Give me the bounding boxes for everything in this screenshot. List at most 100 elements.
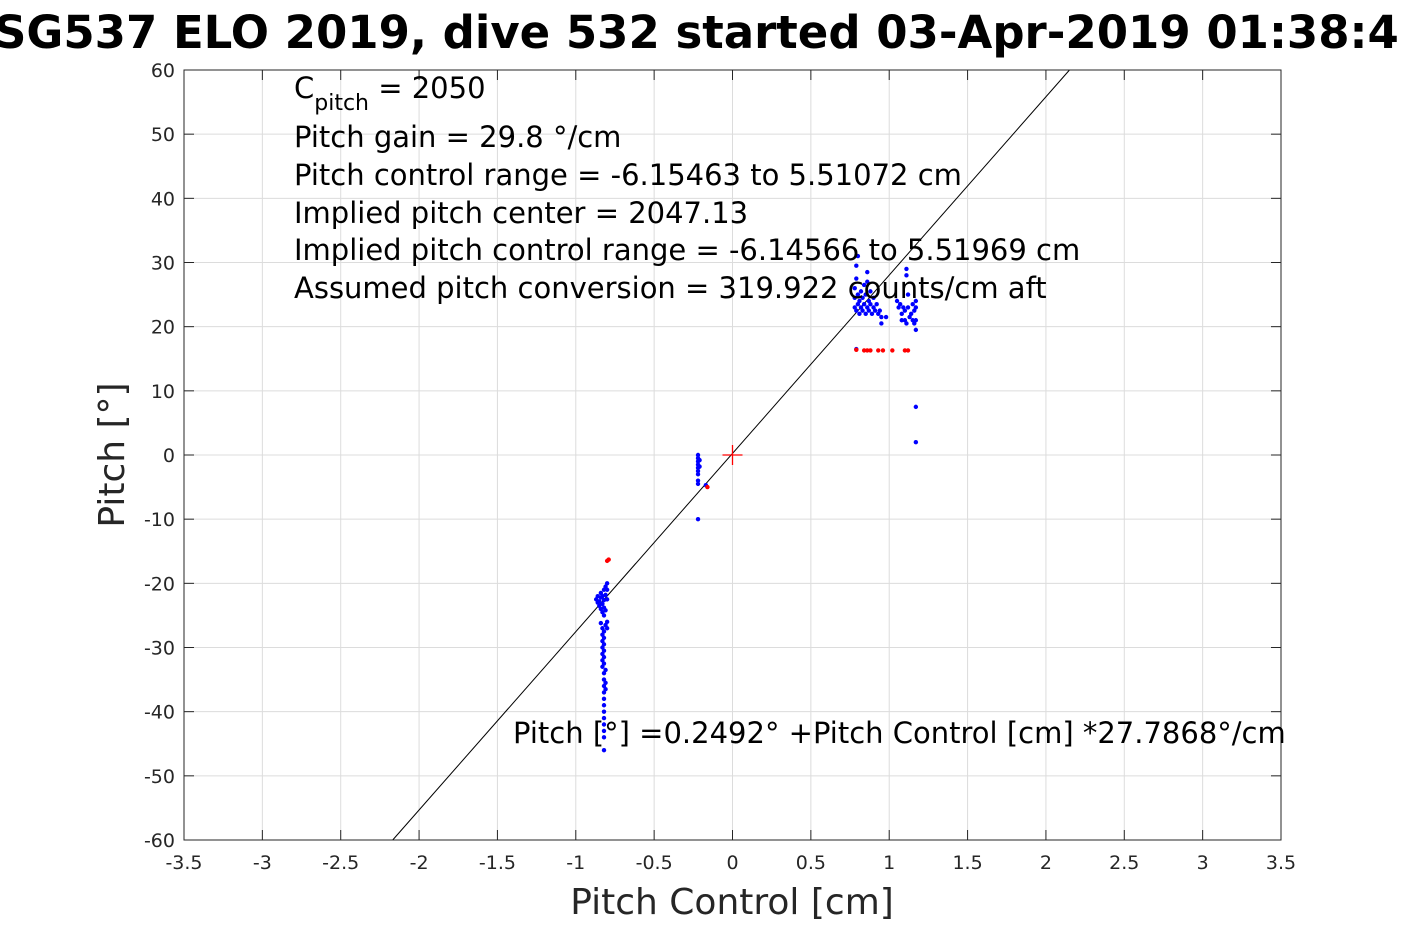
annotation-c-pitch: Cpitch = 2050 xyxy=(294,71,486,116)
data-point xyxy=(905,348,911,353)
scatter-points xyxy=(593,253,919,753)
data-point xyxy=(598,620,604,626)
data-point xyxy=(860,308,865,313)
x-tick-label: 2 xyxy=(1040,852,1052,874)
x-tick-label: -3 xyxy=(253,852,272,874)
data-point xyxy=(697,464,702,469)
data-point xyxy=(871,295,876,300)
data-point xyxy=(865,269,870,275)
annotation-line-pitch-gain: Pitch gain = 29.8 °/cm xyxy=(294,120,621,154)
data-point xyxy=(600,601,605,607)
data-point xyxy=(601,715,607,721)
data-point xyxy=(604,597,610,602)
data-point xyxy=(854,308,859,313)
data-point xyxy=(890,348,895,353)
y-axis-label: Pitch [°] xyxy=(92,382,133,527)
data-point xyxy=(902,348,908,353)
data-point xyxy=(601,613,607,618)
data-point xyxy=(601,722,607,727)
data-point xyxy=(913,439,919,445)
y-tick-label: 10 xyxy=(151,381,175,403)
data-point xyxy=(879,321,884,326)
data-point xyxy=(855,292,861,297)
data-point xyxy=(604,587,610,592)
data-point xyxy=(905,292,911,297)
data-point xyxy=(606,557,611,562)
data-point xyxy=(601,728,607,734)
data-point xyxy=(904,321,909,326)
data-point xyxy=(866,308,872,313)
data-point xyxy=(695,481,701,487)
y-tick-label: -10 xyxy=(144,509,175,531)
chart-title: SG537 ELO 2019, dive 532 started 03-Apr-… xyxy=(0,6,1399,59)
data-point xyxy=(597,599,602,604)
data-point xyxy=(905,305,911,310)
data-point xyxy=(857,311,862,317)
data-point xyxy=(852,285,857,291)
y-tick-label: 0 xyxy=(163,445,175,467)
y-tick-label: -50 xyxy=(144,766,175,788)
data-point xyxy=(601,747,607,753)
data-point xyxy=(601,696,607,702)
data-point xyxy=(861,302,867,307)
data-point xyxy=(865,348,870,353)
data-point xyxy=(868,348,873,353)
data-point xyxy=(902,308,908,313)
data-point xyxy=(869,311,875,317)
x-tick-label: 3 xyxy=(1197,852,1209,874)
data-point xyxy=(899,318,904,323)
y-tick-label: 50 xyxy=(151,124,175,146)
x-tick-label: 1 xyxy=(883,852,895,874)
data-point xyxy=(913,305,919,310)
data-point xyxy=(897,302,903,307)
x-tick-label: 1.5 xyxy=(952,852,982,874)
data-point xyxy=(883,314,889,320)
data-point xyxy=(913,298,919,304)
data-point xyxy=(601,709,607,714)
data-point xyxy=(854,347,859,352)
data-point xyxy=(861,282,867,288)
data-point xyxy=(603,592,608,598)
data-point xyxy=(865,279,870,284)
y-tick-label: 30 xyxy=(151,253,175,275)
data-point xyxy=(603,667,608,673)
data-point xyxy=(910,302,915,307)
y-tick-label: -60 xyxy=(144,830,175,852)
x-tick-label: 0.5 xyxy=(796,852,826,874)
x-tick-labels: -3.5 -3 -2.5 -2 -1.5 -1 -0.5 0 0.5 1 1.5 2 2.5 3 3.5 xyxy=(165,852,1296,874)
y-tick-label: -20 xyxy=(144,573,175,595)
x-tick-label: -2 xyxy=(410,852,429,874)
data-point xyxy=(601,735,607,740)
y-tick-label: -40 xyxy=(144,702,175,724)
fit-equation-label: Pitch [°] =0.2492° +Pitch Control [cm] *… xyxy=(513,716,1286,750)
data-point xyxy=(894,298,900,304)
annotation-line-implied-center: Implied pitch center = 2047.13 xyxy=(294,196,748,230)
data-point xyxy=(697,457,702,463)
annotation-line-control-range: Pitch control range = -6.15463 to 5.5107… xyxy=(294,158,962,192)
data-point xyxy=(877,308,883,313)
data-point xyxy=(868,289,873,294)
annotation-c-sub: pitch xyxy=(314,91,369,116)
data-point xyxy=(852,295,857,300)
data-point xyxy=(695,472,701,477)
x-tick-label: -2.5 xyxy=(322,852,359,874)
data-point xyxy=(601,648,607,653)
y-tick-label: -30 xyxy=(144,638,175,660)
data-point xyxy=(908,311,914,317)
center-marker-group xyxy=(722,445,743,465)
data-point xyxy=(603,608,608,613)
data-point xyxy=(913,318,919,323)
x-tick-label: -1.5 xyxy=(479,852,516,874)
data-point xyxy=(879,314,884,320)
data-point xyxy=(868,302,873,307)
y-tick-label: 60 xyxy=(151,60,175,82)
data-point xyxy=(904,273,909,278)
data-point xyxy=(601,703,607,708)
data-point xyxy=(913,327,919,333)
annotation-line-conversion: Assumed pitch conversion = 319.922 count… xyxy=(294,271,1047,305)
data-point xyxy=(854,263,859,268)
data-point xyxy=(604,581,610,586)
x-tick-label: -0.5 xyxy=(636,852,673,874)
data-point xyxy=(913,404,919,410)
axes xyxy=(183,69,1282,841)
